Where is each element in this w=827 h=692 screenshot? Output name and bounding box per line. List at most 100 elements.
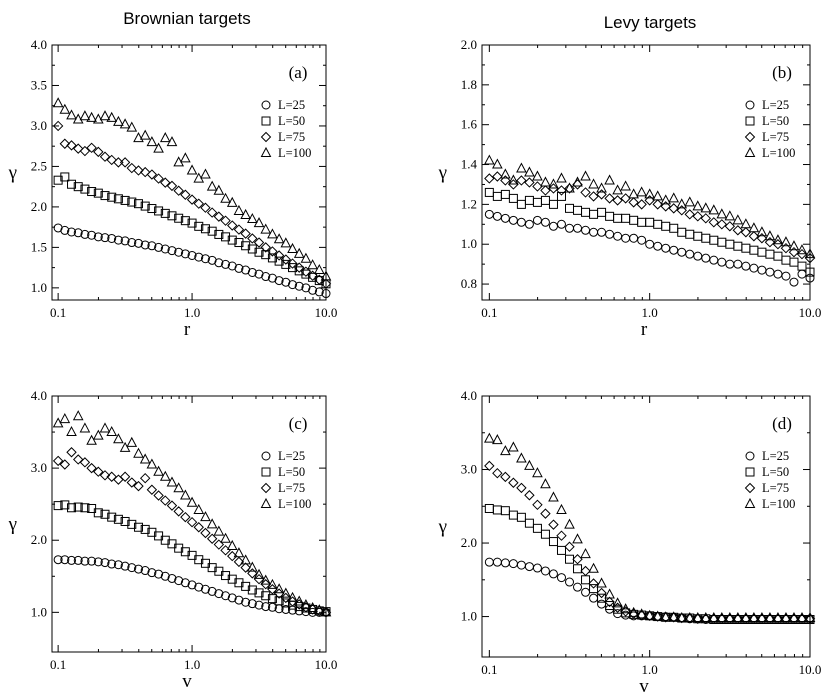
- data-point: [796, 244, 808, 255]
- data-point: [788, 240, 800, 251]
- data-point: [126, 162, 138, 174]
- data-point: [133, 564, 143, 574]
- data-point: [484, 557, 494, 567]
- data-point: [524, 166, 535, 177]
- data-point: [797, 261, 807, 271]
- y-tick-label: 1.0: [31, 280, 47, 295]
- data-point: [267, 228, 278, 239]
- data-point: [227, 550, 238, 562]
- data-point: [789, 257, 799, 267]
- data-point: [524, 518, 534, 528]
- data-point: [764, 611, 776, 623]
- data-point: [186, 194, 198, 205]
- data-point: [741, 261, 751, 271]
- data-point: [532, 563, 542, 573]
- data-point: [588, 578, 599, 589]
- x-tick-label: 10.0: [315, 657, 338, 672]
- data-point: [772, 611, 784, 623]
- data-point: [294, 266, 304, 276]
- data-point: [660, 611, 672, 622]
- data-point: [241, 265, 251, 275]
- data-point: [500, 175, 511, 186]
- data-point: [628, 608, 639, 619]
- data-point: [207, 255, 217, 265]
- data-point: [160, 208, 170, 218]
- data-point: [661, 221, 671, 231]
- data-point: [79, 110, 91, 121]
- data-point: [548, 569, 558, 579]
- data-point: [321, 289, 331, 299]
- data-point: [652, 611, 663, 622]
- data-point: [740, 218, 752, 229]
- legend-marker: [261, 467, 271, 477]
- data-point: [320, 607, 332, 618]
- data-point: [684, 209, 695, 220]
- panel-label: (c): [289, 414, 308, 433]
- data-point: [139, 166, 151, 178]
- data-point: [508, 193, 518, 203]
- data-point: [247, 561, 258, 572]
- data-point: [725, 239, 735, 249]
- data-point: [500, 506, 510, 516]
- data-point: [213, 525, 225, 536]
- data-point: [66, 447, 77, 458]
- x-tick-label: 0.1: [481, 662, 497, 677]
- data-point: [106, 154, 117, 166]
- data-point: [548, 199, 558, 209]
- legend: L=25 L=50 L=75 L=100: [260, 98, 311, 160]
- data-point: [186, 164, 198, 175]
- chart-panel: 0.1 1.0 10.0 0.8 1.0 1.2 1.4 1.6 1.8 2.0 r γ (b) L=25…: [438, 37, 822, 340]
- data-point: [636, 186, 647, 197]
- data-point: [186, 496, 198, 507]
- data-point: [287, 242, 298, 253]
- data-point: [213, 211, 225, 222]
- data-point: [281, 277, 291, 287]
- data-point: [780, 611, 792, 623]
- data-point: [685, 249, 695, 259]
- data-point: [573, 582, 583, 592]
- legend-label: L=100: [278, 146, 311, 160]
- legend-label: L=75: [762, 130, 789, 144]
- data-point: [708, 613, 720, 624]
- data-point: [573, 564, 583, 574]
- data-point: [669, 223, 679, 233]
- x-axis-label: v: [639, 676, 649, 692]
- legend-label: L=50: [278, 114, 305, 128]
- data-point: [556, 219, 566, 229]
- data-point: [273, 583, 285, 594]
- legend-marker: [260, 482, 272, 494]
- data-point: [596, 182, 607, 193]
- data-point: [588, 178, 599, 189]
- data-point: [724, 613, 736, 624]
- data-point: [93, 232, 103, 242]
- data-point: [160, 495, 171, 506]
- data-point: [100, 509, 110, 519]
- data-point: [733, 241, 743, 251]
- legend-marker: [744, 131, 756, 143]
- data-point: [492, 557, 502, 567]
- data-point: [756, 226, 768, 237]
- y-tick-label: 4.0: [461, 388, 477, 403]
- data-point: [127, 197, 137, 207]
- y-tick-label: 2.0: [31, 532, 47, 547]
- data-point: [572, 554, 583, 565]
- data-point: [100, 233, 110, 243]
- data-point: [621, 213, 631, 223]
- data-point: [320, 606, 332, 617]
- legend-label: L=50: [278, 465, 305, 479]
- data-point: [700, 613, 711, 624]
- data-point: [180, 152, 191, 163]
- legend-marker: [261, 451, 271, 461]
- x-tick-label: 1.0: [642, 662, 658, 677]
- legend-marker: [261, 116, 271, 126]
- data-point: [484, 432, 495, 443]
- data-point: [221, 259, 231, 269]
- x-axis-label: r: [184, 319, 191, 340]
- data-point: [207, 226, 217, 236]
- data-point: [113, 433, 124, 444]
- data-point: [548, 178, 559, 189]
- y-axis-label: γ: [8, 163, 17, 184]
- data-point: [180, 189, 191, 200]
- data-point: [139, 129, 151, 140]
- data-point: [87, 230, 97, 240]
